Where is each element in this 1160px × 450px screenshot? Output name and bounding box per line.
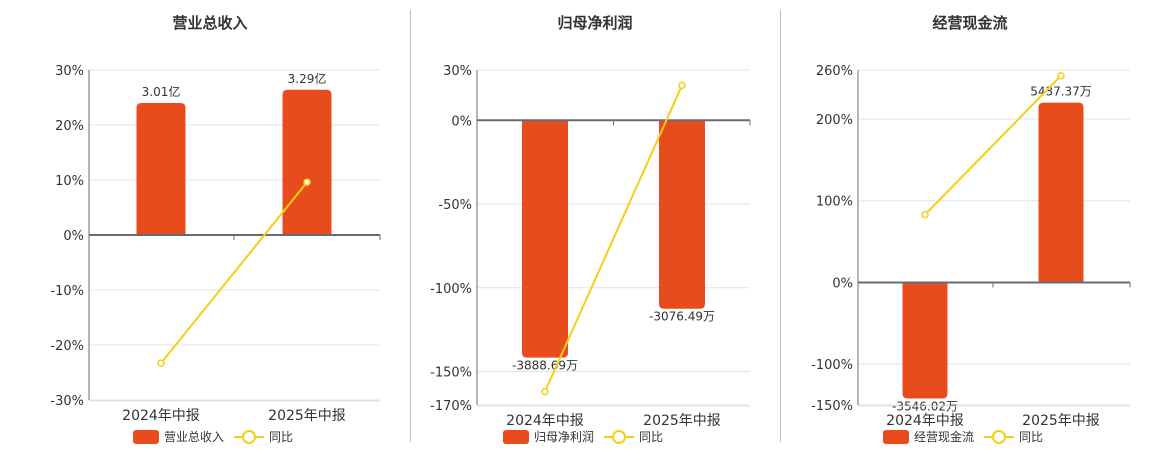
bar-value-label: 3.01亿 [142, 84, 181, 99]
bar [1038, 102, 1084, 283]
y-tick-label: -170% [430, 399, 472, 414]
yoy-point [921, 210, 929, 219]
bar [902, 282, 948, 399]
y-tick-label: 20% [55, 119, 84, 134]
legend-line-swatch-icon[interactable] [604, 429, 635, 444]
legend-line-swatch-icon[interactable] [984, 429, 1015, 444]
chart-legend: 归母净利润 同比 [503, 428, 663, 445]
y-tick-label: -30% [50, 394, 84, 409]
y-tick-label: -100% [811, 358, 853, 373]
legend-line-label[interactable]: 同比 [639, 430, 664, 444]
y-tick-label: 0% [63, 229, 84, 244]
bar-value-label: -3076.49万 [649, 310, 715, 324]
legend-line-label[interactable]: 同比 [1019, 430, 1044, 444]
chart-title: 归母净利润 [557, 14, 633, 32]
yoy-point [1057, 71, 1065, 80]
yoy-point [541, 387, 549, 396]
bar-value-label: 5437.37万 [1030, 85, 1092, 99]
y-tick-label: 200% [816, 113, 853, 128]
y-tick-label: -150% [811, 399, 853, 414]
x-category-label: 2024年中报 [122, 408, 200, 424]
legend-bar-label[interactable]: 营业总收入 [164, 430, 225, 444]
x-category-label: 2024年中报 [506, 413, 584, 429]
y-tick-label: -100% [430, 282, 472, 297]
y-tick-label: -20% [50, 339, 84, 354]
legend-line-swatch-icon[interactable] [234, 429, 265, 444]
x-category-label: 2025年中报 [268, 408, 346, 424]
chart-title: 经营现金流 [932, 14, 1008, 32]
yoy-line [544, 85, 683, 393]
x-category-label: 2024年中报 [886, 413, 964, 429]
y-tick-label: 30% [55, 64, 84, 79]
bar [136, 103, 186, 235]
yoy-point [157, 359, 165, 367]
chart-legend: 营业总收入 同比 [133, 428, 293, 445]
y-tick-label: 30% [443, 64, 472, 79]
legend-bar-label[interactable]: 经营现金流 [914, 430, 975, 444]
yoy-line [924, 75, 1062, 216]
y-tick-label: 10% [55, 174, 84, 189]
legend-bar-swatch[interactable] [503, 429, 529, 444]
yoy-point [678, 81, 686, 90]
y-tick-label: -50% [438, 198, 472, 213]
y-tick-label: -10% [50, 284, 84, 299]
panel-divider [780, 10, 781, 442]
y-tick-label: -150% [430, 366, 472, 381]
bar-value-label: -3888.69万 [512, 359, 578, 373]
y-tick-label: 0% [451, 114, 472, 129]
legend-bar-swatch[interactable] [883, 429, 909, 444]
x-category-label: 2025年中报 [1022, 413, 1100, 429]
chart-panel-cash-flow: 经营现金流 [780, 0, 1160, 450]
y-tick-label: 0% [832, 276, 853, 291]
panel-divider [410, 10, 411, 442]
chart-panel-revenue: 营业总收入 [0, 0, 410, 450]
yoy-line [160, 181, 308, 364]
chart-title: 营业总收入 [172, 14, 248, 32]
legend-line-label[interactable]: 同比 [269, 430, 294, 444]
y-tick-label: 100% [816, 195, 853, 210]
bar-value-label: 3.29亿 [288, 71, 327, 86]
chart-legend: 经营现金流 同比 [883, 428, 1043, 445]
y-tick-label: 260% [816, 64, 853, 79]
bar [282, 89, 332, 235]
bar [659, 120, 705, 309]
legend-bar-label[interactable]: 归母净利润 [534, 430, 595, 444]
legend-bar-swatch[interactable] [133, 429, 159, 444]
bar [522, 120, 568, 358]
yoy-point [303, 178, 311, 186]
x-category-label: 2025年中报 [643, 413, 721, 429]
chart-panel-net-profit: 归母净利润 [410, 0, 780, 450]
